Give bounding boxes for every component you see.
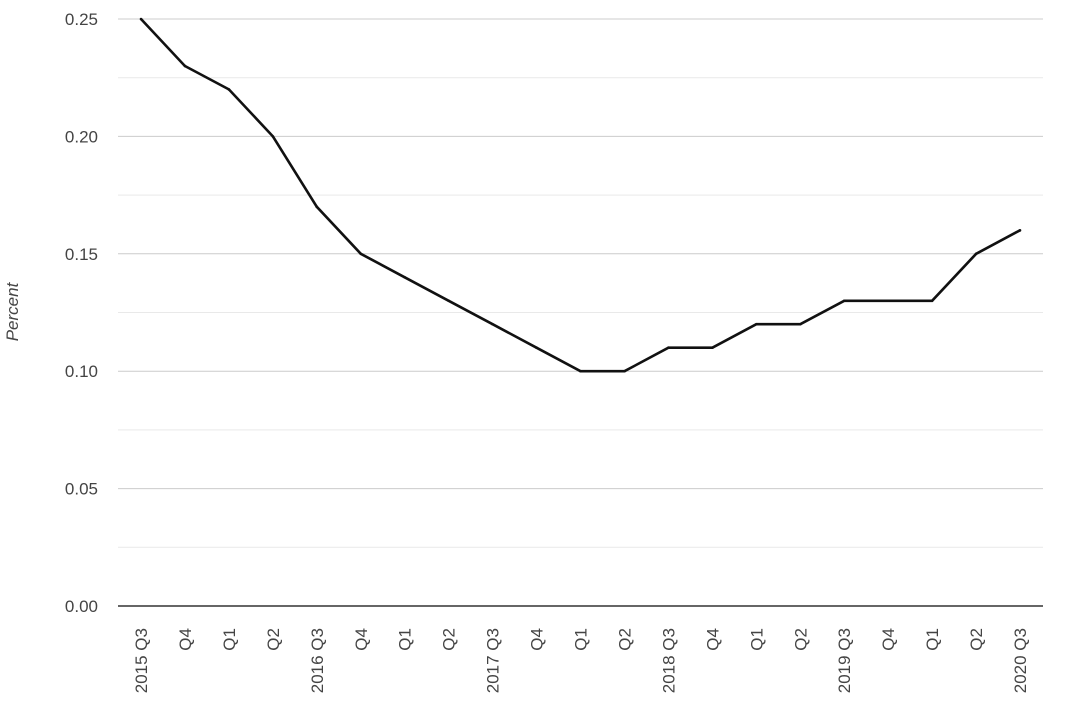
data-point xyxy=(711,346,714,350)
data-point xyxy=(798,322,802,326)
y-tick-label: 0.00 xyxy=(65,597,98,616)
data-point xyxy=(579,369,582,373)
x-tick-label: 2017 Q3 xyxy=(484,628,503,693)
x-tick-label: Q2 xyxy=(791,628,810,651)
data-point xyxy=(447,299,450,303)
y-tick-label: 0.15 xyxy=(65,245,98,264)
y-tick-label: 0.05 xyxy=(65,480,98,499)
x-tick-labels: 2015 Q3 Q4 Q1 Q2 2016 Q3 Q4 Q1 Q2 2017 Q3 Q4 Q1 Q2 2… xyxy=(132,628,1030,693)
data-point xyxy=(315,205,319,209)
data-point xyxy=(755,322,758,326)
x-tick-label: Q2 xyxy=(440,628,459,651)
x-tick-label: Q1 xyxy=(747,628,766,651)
data-point xyxy=(930,299,934,303)
x-tick-label: 2020 Q3 xyxy=(1011,628,1030,693)
x-tick-label: Q4 xyxy=(176,628,195,651)
y-axis-title: Percent xyxy=(3,281,22,341)
data-point xyxy=(359,252,363,256)
y-tick-label: 0.25 xyxy=(65,10,98,29)
x-tick-label: Q4 xyxy=(879,628,898,651)
data-point xyxy=(1018,229,1022,232)
x-tick-label: Q1 xyxy=(220,628,239,651)
data-point xyxy=(491,322,494,326)
y-tick-labels: 0.00 0.05 0.10 0.15 0.20 0.25 xyxy=(65,10,98,616)
x-tick-label: Q2 xyxy=(615,628,634,651)
x-tick-label: Q1 xyxy=(923,628,942,651)
data-point xyxy=(403,275,407,279)
y-tick-label: 0.20 xyxy=(65,127,98,146)
x-tick-label: Q2 xyxy=(967,628,986,651)
data-point xyxy=(535,346,538,350)
data-point xyxy=(183,64,187,68)
data-point xyxy=(974,252,978,256)
data-point xyxy=(139,17,143,21)
x-tick-label: 2019 Q3 xyxy=(835,628,854,693)
data-points xyxy=(139,17,1022,373)
data-point xyxy=(842,299,846,303)
x-tick-label: Q4 xyxy=(352,628,371,651)
x-tick-label: 2016 Q3 xyxy=(308,628,327,693)
x-tick-label: Q2 xyxy=(264,628,283,651)
data-point xyxy=(271,135,275,138)
x-tick-label: 2018 Q3 xyxy=(659,628,678,693)
grid-layer xyxy=(118,18,1043,548)
x-tick-label: 2015 Q3 xyxy=(132,628,151,693)
data-point xyxy=(886,299,890,303)
y-tick-label: 0.10 xyxy=(65,362,98,381)
x-tick-label: Q4 xyxy=(703,628,722,651)
x-tick-label: Q1 xyxy=(572,628,591,651)
data-point xyxy=(227,88,231,91)
x-tick-label: Q4 xyxy=(528,628,547,651)
x-tick-label: Q1 xyxy=(396,628,415,651)
data-point xyxy=(667,346,670,350)
data-point xyxy=(623,369,626,373)
